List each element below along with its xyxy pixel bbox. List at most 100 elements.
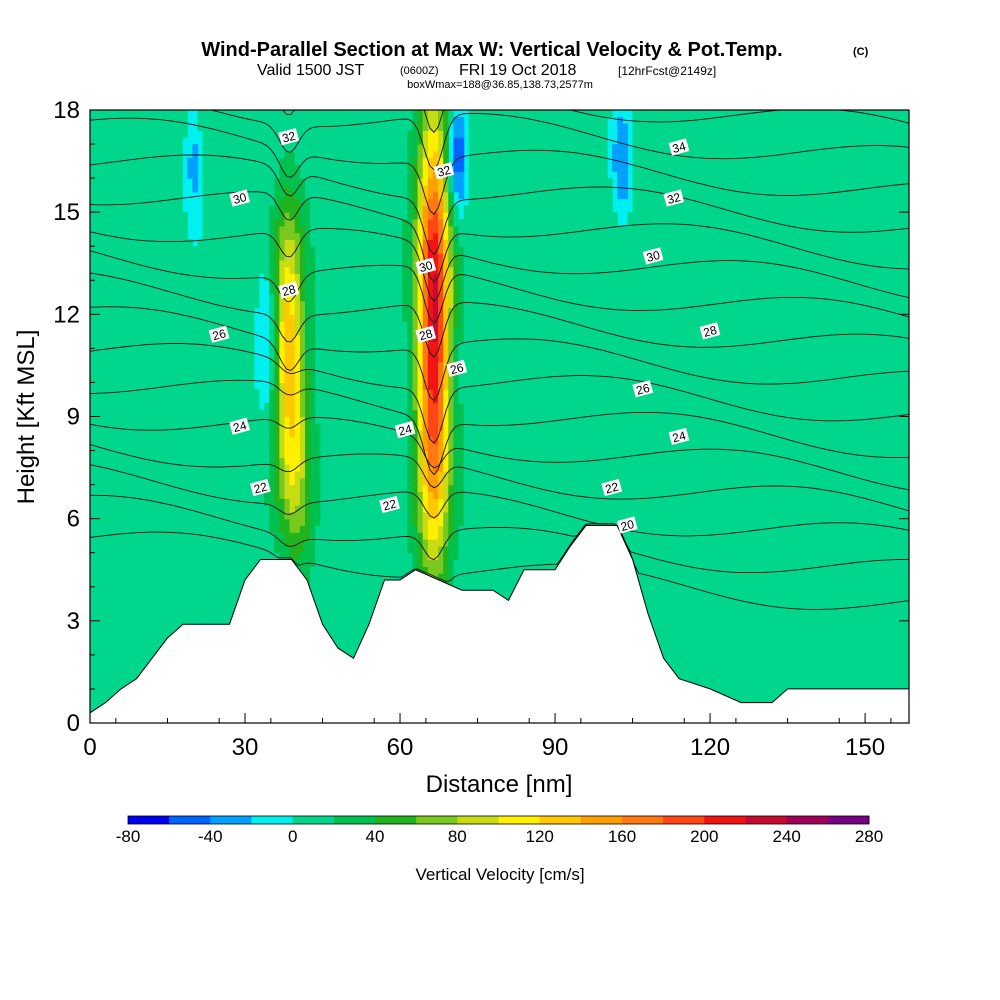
- velocity-cell: [248, 232, 255, 241]
- velocity-cell: [371, 225, 378, 234]
- velocity-cell: [304, 389, 311, 397]
- velocity-cell: [136, 518, 142, 527]
- velocity-cell: [238, 137, 245, 145]
- velocity-cell: [330, 198, 337, 206]
- velocity-cell: [146, 259, 153, 268]
- velocity-cell: [115, 607, 122, 615]
- velocity-cell: [274, 396, 280, 404]
- velocity-cell: [238, 525, 245, 533]
- velocity-cell: [202, 171, 209, 179]
- velocity-cell: [366, 266, 373, 275]
- velocity-cell: [356, 164, 362, 172]
- velocity-cell: [351, 287, 357, 295]
- velocity-cell: [310, 566, 316, 574]
- velocity-cell: [217, 607, 224, 615]
- velocity-cell: [146, 144, 153, 152]
- velocity-cell: [361, 164, 368, 172]
- velocity-cell: [141, 634, 147, 642]
- velocity-cell: [166, 525, 173, 533]
- velocity-cell: [356, 430, 362, 438]
- velocity-cell: [182, 355, 188, 363]
- velocity-cell: [100, 498, 106, 506]
- velocity-cell: [345, 178, 352, 186]
- velocity-cell: [202, 484, 209, 493]
- velocity-cell: [202, 498, 209, 506]
- velocity-cell: [304, 505, 311, 513]
- velocity-cell: [269, 505, 275, 513]
- velocity-cell: [243, 477, 250, 486]
- velocity-cell: [279, 327, 286, 336]
- velocity-cell: [105, 314, 112, 322]
- velocity-cell: [151, 300, 158, 309]
- velocity-cell: [130, 423, 137, 431]
- velocity-cell: [141, 334, 147, 343]
- velocity-cell: [151, 607, 158, 615]
- velocity-cell: [238, 450, 245, 458]
- velocity-cell: [361, 484, 368, 493]
- velocity-cell: [340, 266, 347, 275]
- velocity-cell: [187, 464, 193, 472]
- velocity-cell: [151, 307, 158, 315]
- velocity-cell: [284, 205, 291, 213]
- velocity-cell: [136, 198, 142, 206]
- velocity-cell: [95, 341, 101, 349]
- velocity-cell: [264, 498, 270, 506]
- velocity-cell: [279, 396, 286, 404]
- velocity-cell: [141, 641, 147, 649]
- velocity-cell: [115, 511, 122, 520]
- velocity-cell: [217, 280, 224, 288]
- velocity-cell: [299, 184, 306, 193]
- velocity-cell: [284, 246, 291, 254]
- velocity-cell: [279, 123, 286, 132]
- velocity-cell: [161, 178, 168, 186]
- velocity-cell: [371, 280, 378, 288]
- velocity-cell: [110, 212, 117, 220]
- velocity-cell: [120, 477, 127, 486]
- velocity-cell: [187, 498, 193, 506]
- velocity-cell: [351, 130, 357, 138]
- velocity-cell: [279, 532, 286, 540]
- velocity-cell: [356, 368, 362, 377]
- velocity-cell: [130, 280, 137, 288]
- velocity-cell: [294, 178, 301, 186]
- velocity-cell: [223, 144, 229, 152]
- velocity-cell: [177, 368, 183, 377]
- velocity-cell: [335, 123, 342, 132]
- velocity-cell: [120, 116, 127, 125]
- velocity-cell: [161, 218, 168, 227]
- velocity-cell: [248, 498, 255, 506]
- velocity-cell: [156, 423, 163, 431]
- velocity-cell: [177, 253, 183, 261]
- velocity-cell: [156, 362, 163, 370]
- velocity-cell: [197, 321, 204, 329]
- velocity-cell: [269, 130, 275, 138]
- velocity-cell: [315, 484, 321, 493]
- velocity-cell: [161, 334, 168, 343]
- velocity-cell: [182, 123, 188, 132]
- velocity-cell: [125, 368, 132, 377]
- velocity-cell: [105, 382, 112, 390]
- velocity-cell: [233, 382, 240, 390]
- velocity-cell: [177, 566, 183, 574]
- velocity-cell: [258, 545, 265, 554]
- velocity-cell: [233, 300, 240, 309]
- velocity-cell: [310, 334, 316, 343]
- velocity-cell: [182, 470, 188, 479]
- velocity-cell: [320, 450, 327, 458]
- velocity-cell: [315, 382, 321, 390]
- velocity-cell: [217, 137, 224, 145]
- velocity-cell: [361, 130, 368, 138]
- velocity-cell: [340, 464, 347, 472]
- velocity-cell: [156, 457, 163, 465]
- velocity-cell: [141, 218, 147, 227]
- velocity-cell: [192, 334, 199, 343]
- velocity-cell: [187, 280, 193, 288]
- velocity-cell: [335, 396, 342, 404]
- velocity-cell: [115, 184, 122, 193]
- velocity-cell: [207, 116, 214, 125]
- velocity-cell: [202, 327, 209, 336]
- velocity-cell: [310, 314, 316, 322]
- velocity-cell: [233, 123, 240, 132]
- velocity-cell: [95, 593, 101, 601]
- velocity-cell: [207, 464, 214, 472]
